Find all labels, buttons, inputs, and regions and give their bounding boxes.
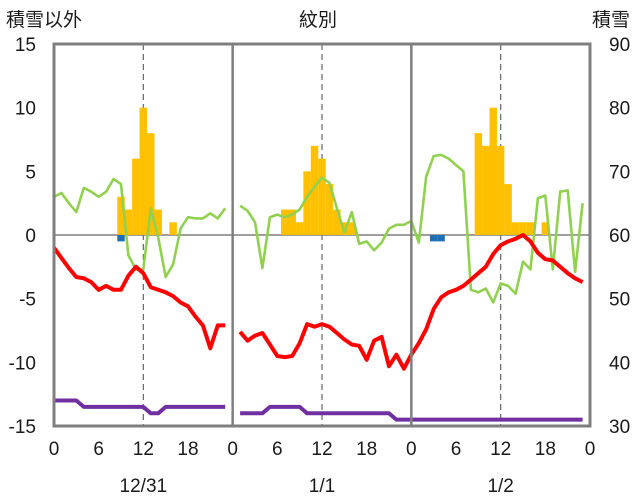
precip-bar-16: [348, 222, 356, 235]
x-tick-label-0: 0: [49, 439, 60, 460]
precip-bar-18: [482, 145, 490, 235]
x-tick-label-2: 12: [133, 439, 154, 460]
left-axis-title: 積雪以外: [6, 9, 82, 31]
precip-bar-3: [139, 107, 148, 235]
left-tick-label-3: 0: [25, 226, 36, 247]
x-tick-label-7: 18: [356, 439, 377, 460]
blue-bar-2: [437, 235, 445, 242]
precip-bar-25: [541, 222, 550, 235]
chart-title: 紋別: [299, 9, 337, 31]
x-tick-label-5: 6: [272, 439, 283, 460]
x-tick-label-9: 6: [451, 439, 462, 460]
plot-frame: [52, 42, 592, 428]
day-label-2: 1/2: [487, 476, 513, 497]
precip-bar-13: [325, 184, 334, 235]
left-tick-label-6: -15: [9, 417, 36, 438]
right-tick-label-4: 50: [609, 290, 630, 311]
blue-bars: [117, 235, 445, 242]
blue-bar-0: [117, 235, 125, 242]
left-tick-label-0: 15: [15, 35, 36, 56]
x-tick-label-6: 12: [311, 439, 332, 460]
precip-bar-17: [474, 133, 483, 235]
right-axis-ticks: 90 80 70 60 50 40 30: [609, 35, 630, 438]
x-tick-label-1: 6: [93, 439, 104, 460]
right-axis-title: 積雪: [592, 9, 630, 31]
left-tick-label-1: 10: [15, 99, 36, 120]
precip-bar-0: [117, 196, 125, 235]
left-tick-label-5: -10: [9, 353, 36, 374]
left-tick-label-2: 5: [25, 162, 36, 183]
precip-bar-24: [526, 222, 535, 235]
precip-bar-6: [169, 222, 177, 235]
blue-bar-1: [429, 235, 438, 242]
right-tick-label-6: 30: [609, 417, 630, 438]
temperature-line: [52, 233, 584, 371]
precip-bar-19: [489, 107, 497, 235]
left-axis-ticks: 15 10 5 0 -5 -10 -15: [9, 35, 36, 438]
precipitation-bars: [117, 107, 550, 235]
right-tick-label-2: 70: [609, 162, 630, 183]
x-tick-label-8: 0: [406, 439, 417, 460]
left-tick-label-4: -5: [19, 290, 36, 311]
x-tick-label-10: 12: [490, 439, 511, 460]
precip-bar-14: [333, 209, 341, 235]
x-axis-ticks: 0 6 12 18 0 6 12 18 0 6 12 18 0: [49, 439, 596, 460]
frame-border: [52, 42, 592, 428]
precip-bar-7: [281, 209, 289, 235]
precip-bar-11: [310, 145, 319, 235]
right-tick-label-3: 60: [609, 226, 630, 247]
right-tick-label-5: 40: [609, 353, 630, 374]
precip-bar-9: [295, 222, 304, 235]
precip-bar-5: [154, 209, 162, 235]
precip-bar-23: [519, 222, 527, 235]
precip-bar-4: [147, 133, 155, 235]
titles: 積雪以外 紋別 積雪: [6, 9, 630, 31]
day-label-1: 1/1: [309, 476, 335, 497]
precip-bar-22: [511, 222, 520, 235]
x-tick-label-4: 0: [227, 439, 238, 460]
day-label-0: 12/31: [120, 476, 168, 497]
precip-bar-1: [124, 209, 133, 235]
day-labels: 12/31 1/1 1/2: [120, 476, 514, 497]
x-tick-label-3: 18: [177, 439, 198, 460]
precip-bar-20: [496, 145, 505, 235]
x-tick-label-12: 0: [585, 439, 596, 460]
precip-bar-12: [318, 158, 326, 235]
x-tick-label-11: 18: [535, 439, 556, 460]
precip-bar-2: [132, 158, 140, 235]
right-tick-label-0: 90: [609, 35, 630, 56]
precip-bar-21: [504, 184, 512, 235]
right-tick-label-1: 80: [609, 99, 630, 120]
snow-depth-line: [54, 398, 583, 422]
precip-bar-10: [303, 171, 311, 235]
precip-bar-8: [288, 209, 296, 235]
